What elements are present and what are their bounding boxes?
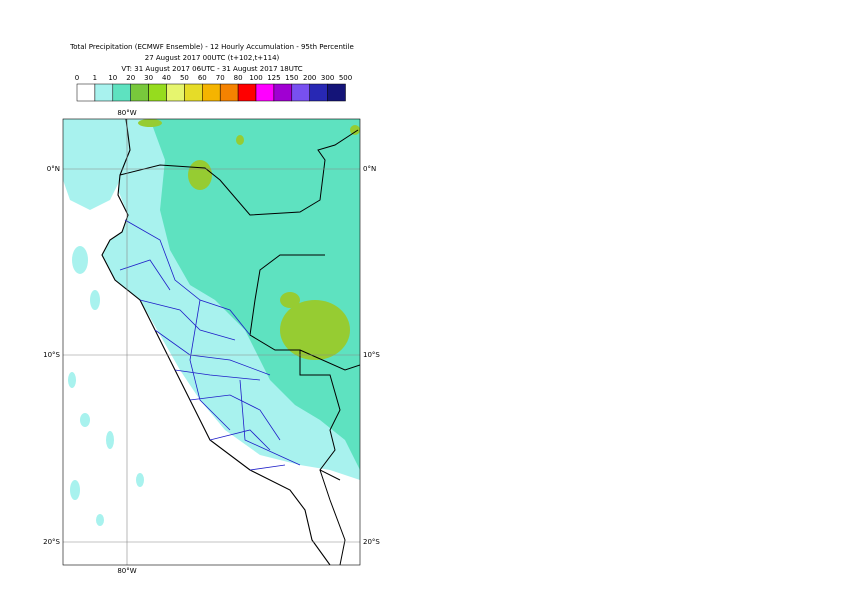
legend-label: 150	[285, 74, 298, 82]
legend-swatch	[309, 83, 328, 102]
legend-swatch	[184, 83, 203, 102]
legend-swatch	[166, 83, 185, 102]
graticule	[63, 119, 360, 565]
legend-swatch	[327, 83, 346, 102]
lon-label-top: 80°W	[117, 109, 136, 117]
lat-label-right: 0°N	[363, 165, 376, 173]
lat-labels: 0°N 0°N 10°S 10°S 20°S 20°S	[43, 165, 380, 546]
subtitle: 27 August 2017 00UTC (t+102,t+114)	[145, 54, 280, 62]
legend-label: 20	[126, 74, 135, 82]
regional-borders	[119, 219, 301, 471]
legend-label: 70	[216, 74, 225, 82]
legend-swatch	[237, 83, 257, 102]
legend-label: 0	[75, 74, 79, 82]
lat-label-right: 20°S	[363, 538, 380, 546]
legend-label: 80	[234, 74, 243, 82]
legend-label: 50	[180, 74, 189, 82]
legend-swatch	[76, 83, 96, 102]
legend-swatch	[255, 83, 275, 102]
legend-label: 500	[339, 74, 352, 82]
heavy-precip	[138, 119, 360, 360]
legend-label: 125	[267, 74, 280, 82]
national-borders	[119, 129, 360, 565]
lat-label-left: 20°S	[43, 538, 60, 546]
legend-label: 10	[108, 74, 117, 82]
legend-label: 300	[321, 74, 334, 82]
title: Total Precipitation (ECMWF Ensemble) - 1…	[69, 43, 354, 51]
lon-label-bottom: 80°W	[117, 567, 136, 575]
legend-swatch	[291, 83, 310, 102]
legend-swatch	[202, 83, 221, 102]
legend-label: 200	[303, 74, 316, 82]
legend-label: 1	[93, 74, 97, 82]
lat-label-right: 10°S	[363, 351, 380, 359]
legend: 0 1 10 20 30 40 50 60 70 80 100 125 150 200 300 500	[75, 74, 352, 102]
map-frame	[62, 118, 361, 566]
legend-swatch	[94, 83, 114, 102]
legend-swatch	[219, 83, 239, 102]
lat-label-left: 0°N	[47, 165, 60, 173]
valid-time: VT: 31 August 2017 06UTC - 31 August 201…	[121, 65, 302, 73]
lat-label-left: 10°S	[43, 351, 60, 359]
map	[63, 119, 360, 565]
ocean-precip	[63, 119, 144, 526]
legend-label: 30	[144, 74, 153, 82]
legend-swatch	[130, 83, 149, 102]
legend-swatch	[112, 83, 131, 102]
legend-swatch	[148, 83, 167, 102]
legend-swatch	[273, 83, 293, 102]
legend-label: 100	[249, 74, 262, 82]
moderate-precip	[150, 119, 360, 470]
legend-label: 60	[198, 74, 207, 82]
legend-label: 40	[162, 74, 171, 82]
